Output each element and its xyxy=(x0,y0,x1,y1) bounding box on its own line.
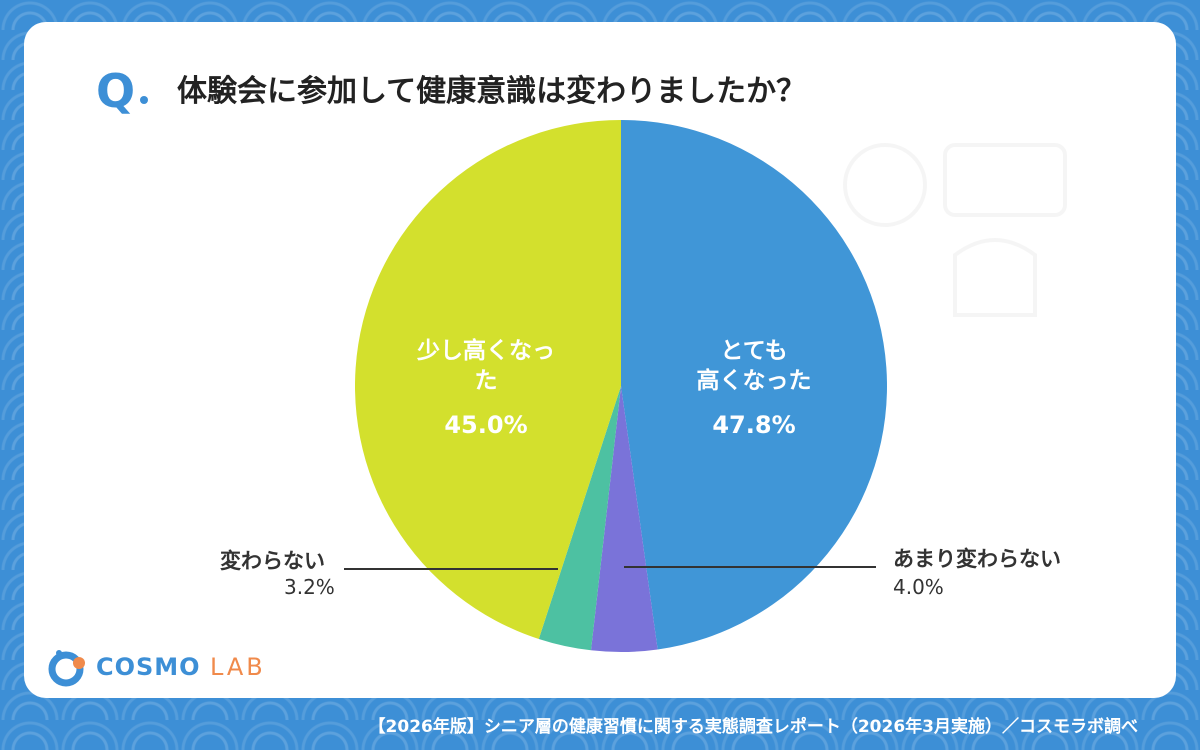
question-title: 体験会に参加して健康意識は変わりましたか？ xyxy=(177,74,807,109)
logo-sub-text: LAB xyxy=(209,653,266,681)
slice-value: 45.0% xyxy=(444,411,528,439)
slice-label-kawaranai: 変わらない xyxy=(220,549,325,573)
cosmo-lab-logo-icon xyxy=(48,650,85,687)
slice-value: 47.8% xyxy=(712,411,796,439)
footer-source: 【2026年版】シニア層の健康習慣に関する実態調査レポート（2026年3月実施）… xyxy=(368,717,1138,737)
slice-label-line: 少し高くなっ xyxy=(417,338,555,364)
slice-label-amari-kawaranai: あまり変わらない xyxy=(893,547,1061,571)
question-mark-dot xyxy=(140,96,148,104)
pie-slices xyxy=(355,120,888,653)
slice-label-line: た xyxy=(474,368,498,394)
logo-wordmark: COSMO LAB xyxy=(96,653,266,681)
slice-value-amari-kawaranai: 4.0% xyxy=(893,575,944,599)
pie-slice-3 xyxy=(355,120,621,639)
pie-slice-0 xyxy=(621,120,888,650)
slice-label-line: 高くなった xyxy=(696,368,812,394)
logo-main-text: COSMO xyxy=(96,653,201,681)
slice-label-totemo-takaku: とても 高くなった 47.8% xyxy=(644,336,864,440)
pie-slice-2 xyxy=(538,386,621,651)
slice-value-kawaranai: 3.2% xyxy=(284,575,335,599)
slice-label-line: とても xyxy=(720,338,788,364)
pie-slice-1 xyxy=(590,386,658,653)
slice-label-sukoshi-takaku: 少し高くなっ た 45.0% xyxy=(376,336,596,440)
decorative-illustration xyxy=(843,143,1067,317)
question-mark-q: Q xyxy=(96,64,135,118)
